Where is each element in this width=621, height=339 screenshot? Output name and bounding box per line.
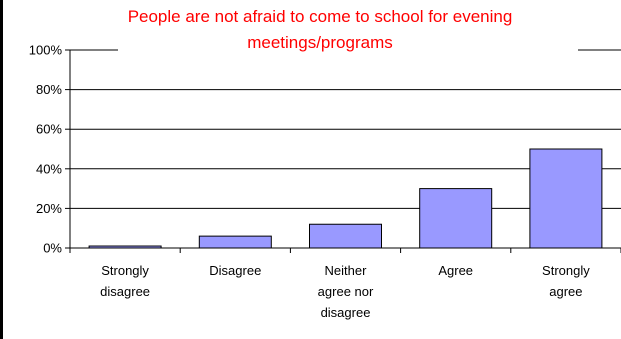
bar <box>419 188 493 249</box>
y-tick-label: 100% <box>29 43 63 58</box>
x-category-label: Agree <box>438 263 473 278</box>
y-tick-label: 60% <box>36 122 62 137</box>
y-tick-label: 20% <box>36 201 62 216</box>
x-category-label: Strongly disagree <box>100 263 150 299</box>
x-category-label: Neither agree nor disagree <box>318 263 374 320</box>
bar <box>309 223 382 249</box>
bar <box>529 148 603 249</box>
bar <box>198 235 272 249</box>
x-category-label: Disagree <box>209 263 261 278</box>
x-category-label: Strongly agree <box>542 263 590 299</box>
y-tick-label: 0% <box>43 241 62 256</box>
bar <box>88 245 162 249</box>
y-tick-label: 40% <box>36 161 62 176</box>
y-tick-label: 80% <box>36 82 62 97</box>
chart-title: People are not afraid to come to school … <box>127 7 513 52</box>
frame-border <box>0 0 3 339</box>
